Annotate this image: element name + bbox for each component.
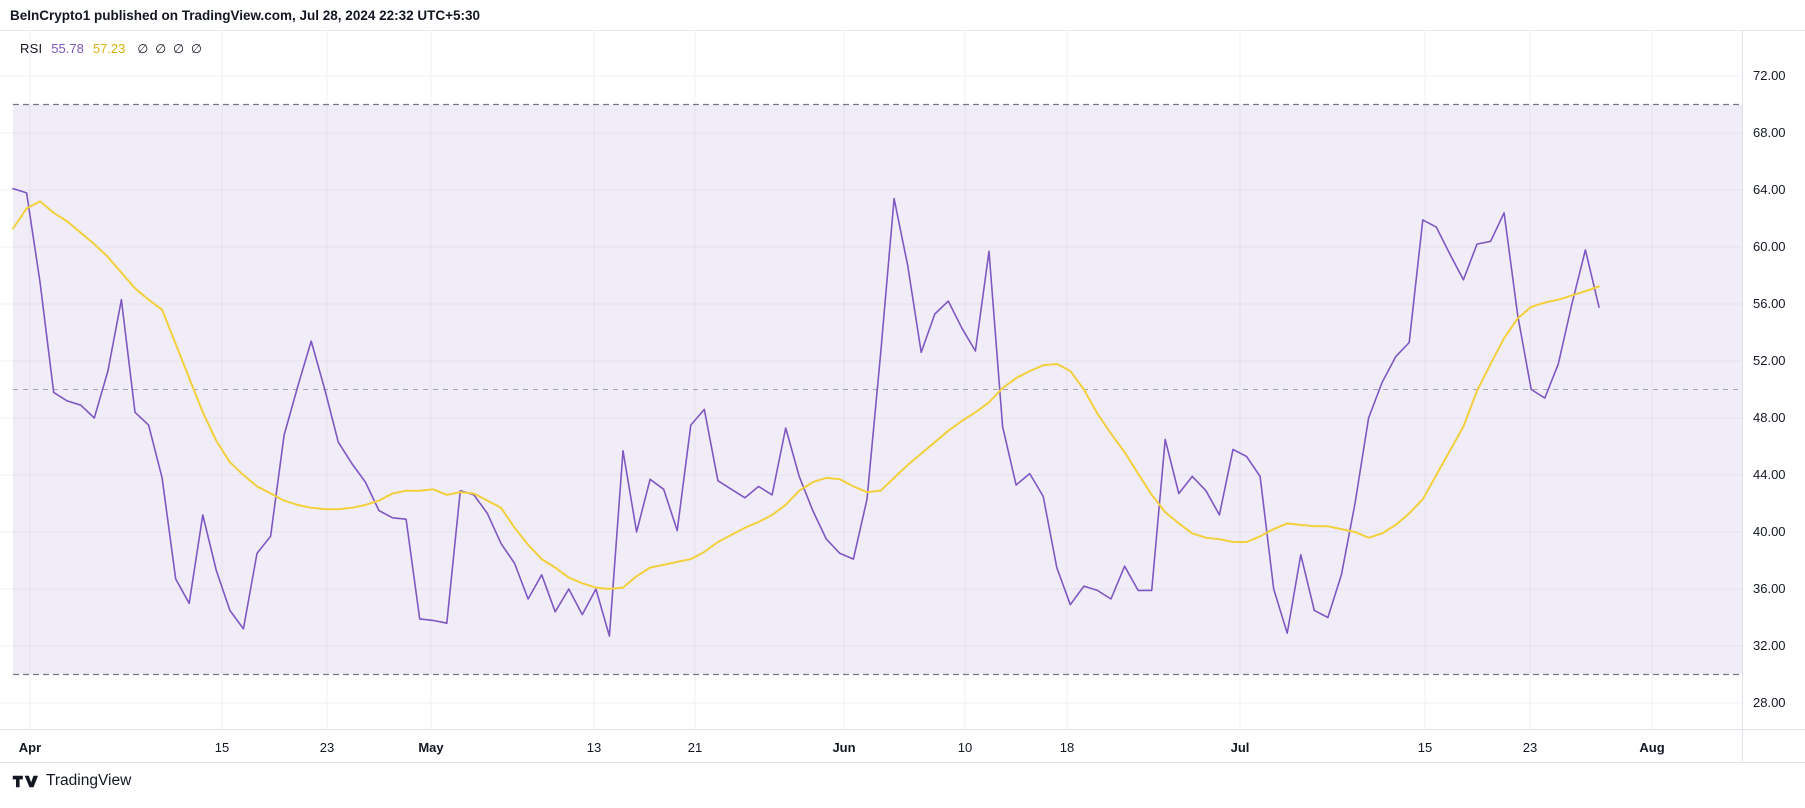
time-axis-label: 15	[1417, 740, 1433, 755]
time-axis-label: 10	[957, 740, 973, 755]
price-axis-label: 48.00	[1753, 410, 1786, 425]
legend-empty-values: ∅ ∅ ∅ ∅	[137, 41, 202, 56]
ma-current-value: 57.23	[92, 41, 126, 56]
legend-empty-value: ∅	[155, 42, 167, 56]
time-axis-separator	[0, 729, 1805, 730]
time-axis-label: 23	[1522, 740, 1538, 755]
tradingview-logo-icon	[12, 775, 38, 787]
price-axis-label: 72.00	[1753, 68, 1786, 83]
price-axis[interactable]: 72.00 68.00 64.00 60.00 56.00 52.00 48.00 44.00…	[1742, 31, 1805, 729]
time-axis[interactable]: Apr 15 23 May 13 21 Jun 10 18 Jul 15 23 Aug	[0, 729, 1742, 763]
pane-bottom-border	[0, 762, 1805, 763]
time-axis-label: 23	[319, 740, 335, 755]
time-axis-label: May	[418, 740, 444, 755]
tradingview-brand-text: TradingView	[46, 772, 132, 789]
rsi-current-value: 55.78	[51, 41, 84, 56]
price-axis-label: 36.00	[1753, 581, 1786, 596]
price-axis-label: 32.00	[1753, 638, 1786, 653]
price-axis-separator	[1742, 31, 1743, 763]
indicator-legend[interactable]: RSI 55.78 57.23 ∅ ∅ ∅ ∅	[20, 41, 202, 56]
price-axis-label: 52.00	[1753, 353, 1786, 368]
time-axis-label: 15	[214, 740, 230, 755]
tradingview-footer-link[interactable]: TradingView	[12, 772, 131, 790]
legend-empty-value: ∅	[173, 42, 185, 56]
indicator-name: RSI	[20, 41, 43, 56]
time-axis-label: Aug	[1639, 740, 1665, 755]
legend-empty-value: ∅	[191, 42, 202, 56]
time-axis-label: 13	[586, 740, 602, 755]
legend-empty-value: ∅	[137, 42, 149, 56]
time-axis-label: 21	[687, 740, 703, 755]
price-axis-label: 60.00	[1753, 239, 1786, 254]
rsi-indicator-pane: RSI 55.78 57.23 ∅ ∅ ∅ ∅ 72.00 68.00 64.00 60.0…	[0, 30, 1805, 763]
time-axis-label: Jun	[832, 740, 856, 755]
attribution-text: BeInCrypto1 published on TradingView.com…	[10, 8, 481, 23]
price-axis-label: 56.00	[1753, 296, 1786, 311]
time-axis-label: Jul	[1230, 740, 1250, 755]
price-axis-label: 68.00	[1753, 125, 1786, 140]
price-axis-label: 64.00	[1753, 182, 1786, 197]
price-axis-label: 44.00	[1753, 467, 1786, 482]
price-axis-label: 28.00	[1753, 695, 1786, 710]
price-axis-label: 40.00	[1753, 524, 1786, 539]
rsi-chart-canvas[interactable]	[0, 31, 1742, 763]
time-axis-label: 18	[1059, 740, 1075, 755]
time-axis-label: Apr	[18, 740, 42, 755]
